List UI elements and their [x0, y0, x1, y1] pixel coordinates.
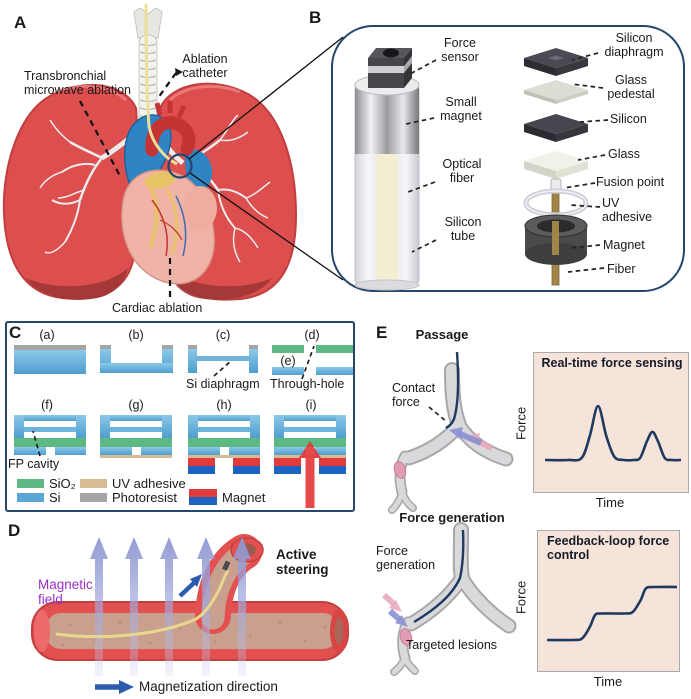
label-glass: Glass [608, 147, 640, 161]
legend-label-photoresist: Photoresist [112, 490, 178, 505]
legend-swatch-magnet [189, 489, 217, 505]
label-fp-cavity: FP cavity [8, 457, 60, 471]
magnifier-circle [167, 153, 193, 179]
magnetization-direction-arrow [95, 680, 134, 694]
legend-swatch-si [17, 493, 44, 502]
magnetic-field-arrows [90, 537, 251, 676]
label-silicon-diaphragm: Silicon diaphragm [604, 31, 664, 60]
chart2-ylabel: Force [513, 580, 529, 615]
panel-letter-d: D [8, 521, 21, 540]
chart2-title: Feedback-loop force control [547, 534, 670, 563]
legend-label-si: Si [49, 490, 61, 505]
vessel-texture [61, 620, 327, 647]
step-label-b: (b) [128, 328, 144, 342]
step-label-c: (c) [215, 328, 231, 342]
chart2-xlabel: Time [593, 674, 623, 689]
label-small-magnet: Small magnet [440, 95, 482, 124]
label-contact-force: Contact force [392, 381, 436, 410]
label-ablation-catheter: Ablation catheter [182, 52, 228, 81]
legend-swatch-photoresist [80, 493, 107, 502]
lesion [393, 461, 407, 479]
chart1-xlabel: Time [595, 495, 625, 510]
legend-label-uv-adhesive: UV adhesive [112, 476, 186, 491]
force-generation-arrows [381, 592, 408, 627]
label-silicon-tube: Silicon tube [444, 215, 482, 244]
legend-label-magnet: Magnet [222, 490, 266, 505]
panel-letter-e: E [376, 323, 388, 342]
label-transbronchial-microwave-ablation: Transbronchial microwave ablation [24, 69, 131, 98]
label-active-steering: Active steering [276, 547, 329, 578]
label-si-diaphragm: Si diaphragm [186, 377, 260, 391]
step-label-g: (g) [128, 398, 144, 412]
label-glass-pedestal: Glass pedestal [607, 73, 655, 102]
chart-real-time-force-sensing: Real-time force sensing [533, 352, 689, 493]
label-silicon: Silicon [610, 112, 647, 126]
panel-letter-b: B [309, 8, 322, 27]
label-fusion-point: Fusion point [596, 175, 665, 189]
magnetization-arrowhead-tip [190, 574, 202, 587]
label-force-sensor: Force sensor [441, 36, 479, 65]
label-targeted-lesions: Targeted lesions [406, 638, 498, 652]
label-magnetic-field: Magnetic field [38, 577, 93, 608]
panel-letter-c: C [9, 323, 22, 342]
heading-passage: Passage [415, 327, 469, 342]
step-label-h: (h) [216, 398, 232, 412]
label-magnetization-direction: Magnetization direction [139, 679, 278, 694]
label-cardiac-ablation: Cardiac ablation [112, 301, 203, 315]
lungs-heart-illustration [2, 3, 344, 301]
contact-force-arrows [449, 427, 494, 451]
label-fiber: Fiber [607, 262, 636, 276]
trachea [133, 7, 163, 131]
legend-swatch-uv-adhesive [80, 479, 107, 488]
step-label-i: (i) [305, 398, 317, 412]
panel-letter-a: A [14, 13, 27, 32]
chart1-ylabel: Force [513, 406, 529, 441]
legend-swatch-sio2 [17, 479, 44, 488]
label-magnet: Magnet [603, 238, 645, 252]
label-uv-adhesive: UV adhesive [602, 196, 653, 225]
heart [121, 101, 217, 285]
step-label-a: (a) [39, 328, 55, 342]
catheter-line [144, 3, 178, 166]
chart-feedback-loop-force-control: Feedback-loop force control [537, 530, 680, 672]
leader-ablation-catheter [157, 72, 177, 99]
step-label-e: (e) [280, 354, 296, 368]
step-label-f: (f) [41, 398, 53, 412]
bronchial-tree [39, 114, 271, 263]
chart1-title: Real-time force sensing [541, 356, 683, 370]
catheter-passage [445, 351, 460, 429]
label-optical-fiber: Optical fiber [442, 157, 482, 186]
label-force-generation: Force generation [376, 544, 436, 573]
step-label-d: (d) [304, 328, 320, 342]
label-through-hole: Through-hole [270, 377, 345, 391]
legend-label-sio2: SiO₂ [49, 476, 76, 491]
airway-passage-illustration [388, 351, 514, 514]
heading-force-generation: Force generation [399, 510, 505, 525]
leader-transbronchial [79, 100, 121, 177]
legend-swatch-magnet-top [189, 489, 217, 497]
legend-swatch-magnet-bottom [189, 497, 217, 505]
